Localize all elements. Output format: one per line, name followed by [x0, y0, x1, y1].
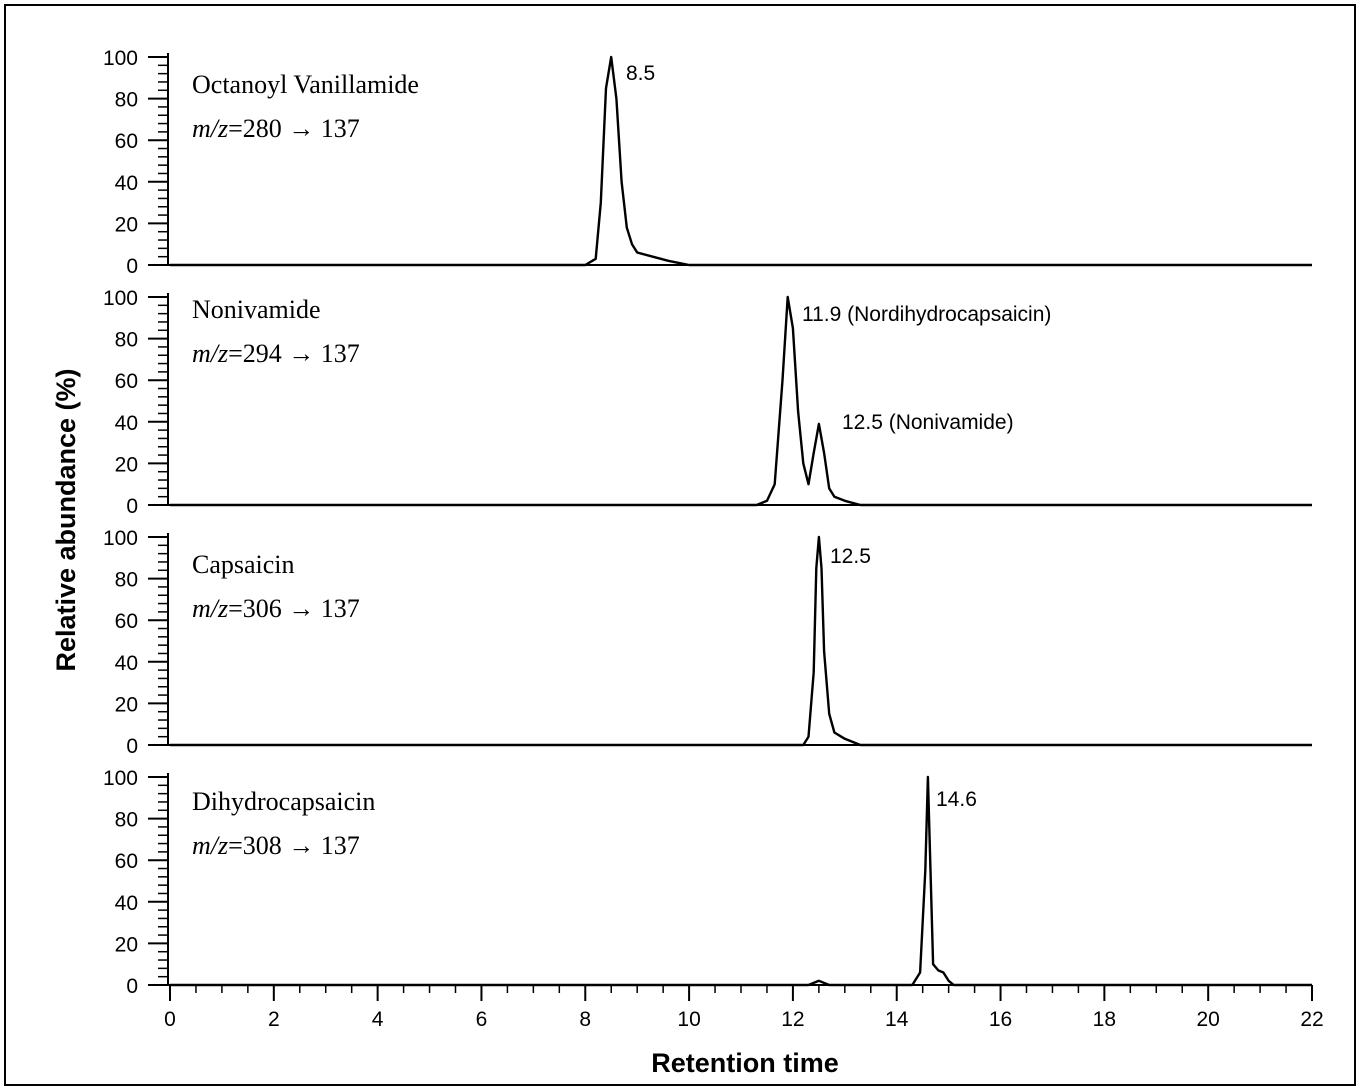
y-tick-label: 0: [126, 735, 138, 758]
mz-value: =306 → 137: [228, 594, 360, 623]
x-tick-label: 14: [885, 1008, 909, 1031]
chart-panel: 0 20 40 60 80 100 Dihydrocapsaicin m/z=308 → 13…: [103, 767, 1312, 998]
y-tick-label: 60: [115, 610, 138, 633]
y-tick-label: 40: [115, 892, 138, 915]
y-tick-label: 40: [115, 652, 138, 675]
peak-label: 12.5: [830, 545, 871, 568]
peak-label: 8.5: [626, 62, 655, 85]
x-tick-label: 0: [164, 1008, 176, 1031]
mz-value: =280 → 137: [228, 114, 360, 143]
y-tick-label: 100: [103, 287, 138, 310]
mz-value: =308 → 137: [228, 831, 360, 860]
chromatogram-trace: [170, 535, 1312, 747]
y-tick-label: 0: [126, 495, 138, 518]
mz-prefix: m/z: [192, 594, 228, 623]
y-tick-label: 60: [115, 370, 138, 393]
mz-transition-label: m/z=306 → 137: [192, 594, 360, 623]
peak-label: 12.5 (Nonivamide): [842, 411, 1014, 434]
y-tick-label: 0: [126, 255, 138, 278]
y-tick-label: 0: [126, 975, 138, 998]
compound-label: Capsaicin: [192, 550, 295, 579]
peak-label: 11.9 (Nordihydrocapsaicin): [802, 303, 1051, 326]
chart-panel: 0 20 40 60 80 100 Nonivamide m/z=294 → 137 11.9 …: [103, 287, 1312, 518]
chromatogram-trace: [170, 55, 1312, 267]
mz-transition-label: m/z=280 → 137: [192, 114, 360, 143]
y-axis-title: Relative abundance (%): [51, 368, 81, 671]
x-axis-title: Retention time: [651, 1048, 839, 1078]
y-tick-label: 100: [103, 767, 138, 790]
y-tick-label: 100: [103, 47, 138, 70]
y-tick-label: 20: [115, 213, 138, 236]
y-tick-label: 80: [115, 809, 138, 832]
x-tick-label: 12: [781, 1008, 804, 1031]
x-tick-label: 22: [1300, 1008, 1323, 1031]
y-tick-label: 40: [115, 412, 138, 435]
x-tick-label: 4: [372, 1008, 384, 1031]
y-tick-label: 20: [115, 933, 138, 956]
chromatogram-trace: [170, 775, 1312, 987]
chart-panel: 0 20 40 60 80 100 Octanoyl Vanillamide m/z=280 …: [103, 47, 1312, 278]
mz-prefix: m/z: [192, 831, 228, 860]
x-tick-label: 10: [677, 1008, 700, 1031]
compound-label: Nonivamide: [192, 295, 321, 324]
peak-label: 14.6: [936, 788, 977, 811]
x-tick-label: 18: [1093, 1008, 1116, 1031]
x-tick-label: 8: [579, 1008, 591, 1031]
mz-prefix: m/z: [192, 339, 228, 368]
y-tick-label: 60: [115, 130, 138, 153]
mz-prefix: m/z: [192, 114, 228, 143]
compound-label: Octanoyl Vanillamide: [192, 70, 419, 99]
chromatogram-trace: [170, 295, 1312, 507]
mz-transition-label: m/z=308 → 137: [192, 831, 360, 860]
mz-transition-label: m/z=294 → 137: [192, 339, 360, 368]
y-tick-label: 100: [103, 527, 138, 550]
figure-frame: [4, 4, 1356, 1086]
x-tick-label: 20: [1197, 1008, 1220, 1031]
x-tick-label: 2: [268, 1008, 280, 1031]
y-tick-label: 20: [115, 693, 138, 716]
chart-panel: 0 20 40 60 80 100 Capsaicin m/z=306 → 137 12.5: [103, 527, 1312, 758]
y-tick-label: 20: [115, 453, 138, 476]
y-tick-label: 60: [115, 850, 138, 873]
x-tick-label: 6: [476, 1008, 488, 1031]
y-tick-label: 80: [115, 329, 138, 352]
y-tick-label: 80: [115, 89, 138, 112]
y-tick-label: 40: [115, 172, 138, 195]
y-tick-label: 80: [115, 569, 138, 592]
x-tick-label: 16: [989, 1008, 1012, 1031]
compound-label: Dihydrocapsaicin: [192, 787, 375, 816]
mz-value: =294 → 137: [228, 339, 360, 368]
